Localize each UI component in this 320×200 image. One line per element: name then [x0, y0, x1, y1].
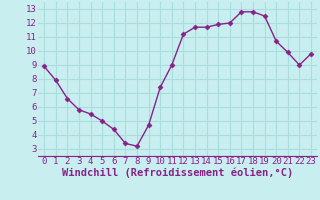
X-axis label: Windchill (Refroidissement éolien,°C): Windchill (Refroidissement éolien,°C) — [62, 168, 293, 178]
